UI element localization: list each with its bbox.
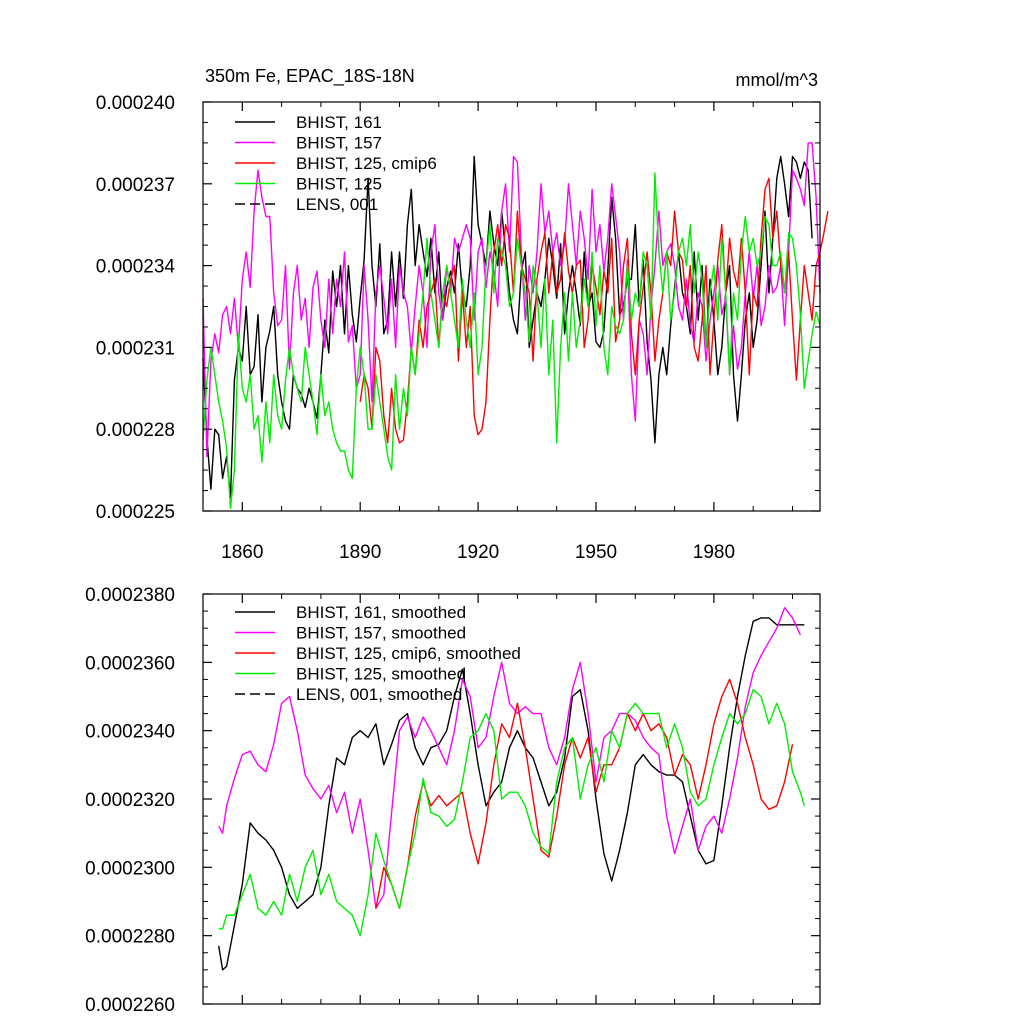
top-ytick-label: 0.000228 <box>96 420 175 441</box>
top-ytick-label: 0.000234 <box>96 257 176 278</box>
top-ytick-label: 0.000231 <box>96 338 175 359</box>
bottom-ytick-label: 0.0002340 <box>85 722 175 743</box>
top-ytick-label: 0.000225 <box>96 502 175 523</box>
bottom-panel-series <box>218 607 805 971</box>
top-legend-label: BHIST, 157 <box>296 134 382 153</box>
bottom-series-bhist-161-smoothed <box>218 617 805 971</box>
top-xtick-label: 1920 <box>457 542 499 563</box>
bottom-legend-label: BHIST, 125, cmip6, smoothed <box>296 644 521 663</box>
bottom-series-bhist-125-smoothed <box>218 689 805 937</box>
top-panel-units: mmol/m^3 <box>736 70 818 90</box>
bottom-legend-label: LENS, 001, smoothed <box>296 685 462 704</box>
bottom-panel-legend: BHIST, 161, smoothed BHIST, 157, smoothed… <box>235 603 521 704</box>
bottom-ytick-label: 0.0002360 <box>85 653 175 674</box>
top-ytick-label: 0.000237 <box>96 175 175 196</box>
bottom-panel-axes: 0.0002260 0.0002280 0.0002300 0.0002320 0.00… <box>85 585 821 1016</box>
top-legend-label: LENS, 001 <box>296 195 378 214</box>
bottom-ytick-label: 0.0002300 <box>85 858 175 879</box>
top-xtick-label: 1980 <box>693 542 735 563</box>
top-panel-series <box>202 142 829 509</box>
top-xtick-label: 1890 <box>339 542 381 563</box>
top-legend-label: BHIST, 161 <box>296 113 382 132</box>
bottom-ytick-label: 0.0002260 <box>85 995 175 1016</box>
top-legend-label: BHIST, 125 <box>296 175 382 194</box>
top-series-bhist-125 <box>202 172 821 509</box>
bottom-legend-label: BHIST, 125, smoothed <box>296 665 466 684</box>
top-panel-axes: 0.000225 0.000228 0.000231 0.000234 0.000237… <box>96 93 821 563</box>
bottom-legend-label: BHIST, 157, smoothed <box>296 624 466 643</box>
top-xtick-label: 1860 <box>221 542 263 563</box>
top-panel-title: 350m Fe, EPAC_18S-18N <box>205 66 415 87</box>
top-panel: 350m Fe, EPAC_18S-18N mmol/m^3 0.0002250… <box>96 66 829 563</box>
top-xtick-label: 1950 <box>575 542 617 563</box>
bottom-ytick-label: 0.0002380 <box>85 585 175 606</box>
top-ytick-label: 0.000240 <box>96 93 175 114</box>
bottom-panel: 0.0002260 0.0002280 0.0002300 0.0002320 0.00… <box>85 585 821 1016</box>
top-legend-label: BHIST, 125, cmip6 <box>296 154 437 173</box>
bottom-ytick-label: 0.0002320 <box>85 790 175 811</box>
bottom-series-bhist-157-smoothed <box>218 607 802 909</box>
bottom-ytick-label: 0.0002280 <box>85 927 175 948</box>
bottom-legend-label: BHIST, 161, smoothed <box>296 603 466 622</box>
bottom-series-bhist-125-cmip6-smoothed <box>375 678 794 909</box>
